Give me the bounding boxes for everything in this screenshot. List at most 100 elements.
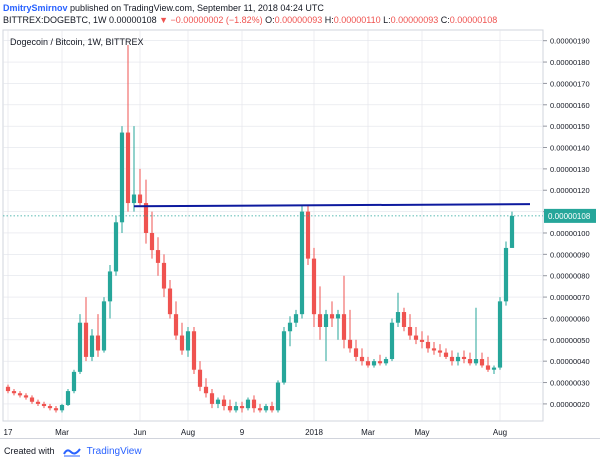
time-tick-label: Aug	[181, 428, 195, 437]
candle-body	[167, 288, 173, 315]
open-label: O:	[265, 15, 275, 25]
candle-body	[473, 359, 479, 364]
candle-down	[425, 335, 431, 353]
candle-down	[401, 307, 407, 332]
price-tick-label: 0.00000170	[550, 79, 590, 88]
candle-body	[173, 314, 179, 336]
candle-up	[503, 241, 509, 306]
candle-up	[335, 309, 341, 340]
high-label: H:	[324, 15, 334, 25]
candle-down	[95, 314, 101, 357]
candle-body	[143, 203, 149, 233]
candle-up	[497, 297, 503, 370]
candle-body	[209, 393, 215, 404]
candle-down	[149, 211, 155, 259]
candle-body	[251, 399, 257, 409]
candle-body	[317, 314, 323, 327]
candle-down	[479, 352, 485, 368]
candle-body	[407, 326, 413, 336]
candle-down	[467, 352, 473, 366]
candle-down	[191, 326, 197, 374]
candle-body	[491, 367, 497, 370]
high-value: 0.00000110	[333, 15, 381, 25]
tradingview-brand[interactable]: TradingView	[86, 446, 142, 457]
candle-up	[65, 388, 71, 407]
candle-body	[125, 132, 131, 204]
candle-down	[47, 403, 53, 411]
candle-down	[413, 326, 419, 345]
time-tick-label: May	[414, 428, 429, 437]
price-tick-label: 0.00000160	[550, 101, 590, 110]
candle-body	[89, 335, 95, 357]
candle-body	[455, 356, 461, 362]
candle-body	[11, 391, 17, 394]
candle-up	[71, 369, 77, 394]
time-axis[interactable]: 17 Mar Jun Aug 9 2018 Mar May Aug	[4, 428, 508, 437]
trendline[interactable]	[133, 203, 531, 208]
candle-body	[287, 322, 293, 332]
candle-down	[485, 356, 491, 372]
candle-up	[473, 307, 479, 366]
candle-up	[131, 126, 137, 212]
time-tick-label: Mar	[55, 428, 69, 437]
candle-down	[161, 254, 167, 298]
price-tick-label: 0.00000040	[550, 357, 590, 366]
candle-body	[509, 215, 515, 248]
candle-body	[83, 322, 89, 357]
candle-down	[125, 44, 131, 212]
candle-body	[107, 271, 113, 302]
candle-body	[269, 406, 275, 411]
last-price-tag: 0.00000108	[544, 208, 596, 223]
open-value: 0.00000093	[274, 15, 323, 25]
candle-body	[263, 406, 269, 411]
candle-body	[71, 371, 77, 392]
candle-body	[41, 403, 47, 407]
candle-up	[215, 397, 221, 409]
candles	[5, 44, 515, 413]
candle-down	[407, 314, 413, 340]
candle-down	[53, 406, 59, 413]
candle-body	[329, 314, 335, 319]
candle-body	[137, 194, 143, 204]
candle-body	[179, 335, 185, 351]
candle-body	[65, 391, 71, 405]
candle-body	[503, 247, 509, 302]
candle-up	[185, 326, 191, 357]
candle-body	[275, 382, 281, 411]
time-tick-label: Aug	[493, 428, 507, 437]
candle-body	[257, 408, 263, 411]
candle-down	[353, 339, 359, 362]
close-label: C:	[440, 15, 450, 25]
candle-body	[311, 258, 317, 315]
candle-up	[233, 401, 239, 413]
candle-down	[443, 348, 449, 360]
candle-body	[149, 232, 155, 251]
candle-down	[431, 341, 437, 355]
candle-body	[59, 404, 65, 411]
candle-down	[41, 401, 47, 409]
symbol-label: BITTREX:DOGEBTC, 1W	[3, 15, 107, 25]
candle-down	[197, 361, 203, 392]
symbol-info-bar: BITTREX:DOGEBTC, 1W 0.00000108 ▼ −0.0000…	[0, 13, 600, 27]
candle-down	[347, 309, 353, 353]
time-tick-label: Mar	[361, 428, 375, 437]
candle-up	[59, 403, 65, 413]
candle-down	[365, 356, 371, 368]
last-value: 0.00000108	[109, 15, 157, 25]
candle-down	[461, 350, 467, 364]
candle-down	[17, 391, 23, 398]
candle-body	[119, 132, 125, 223]
author-link[interactable]: DmitrySmirnov	[3, 3, 68, 13]
candle-body	[443, 352, 449, 357]
time-tick-label: 17	[4, 428, 13, 437]
candle-down	[29, 395, 35, 404]
candle-down	[209, 388, 215, 409]
price-chart[interactable]: 0.00000020 0.00000030 0.00000040 0.00000050…	[0, 27, 600, 438]
candle-body	[227, 406, 233, 411]
close-value: 0.00000108	[449, 15, 498, 25]
price-tick-label: 0.00000140	[550, 144, 590, 153]
candle-body	[449, 356, 455, 362]
candle-body	[131, 194, 137, 204]
candle-body	[335, 314, 341, 319]
candle-up	[113, 215, 119, 276]
